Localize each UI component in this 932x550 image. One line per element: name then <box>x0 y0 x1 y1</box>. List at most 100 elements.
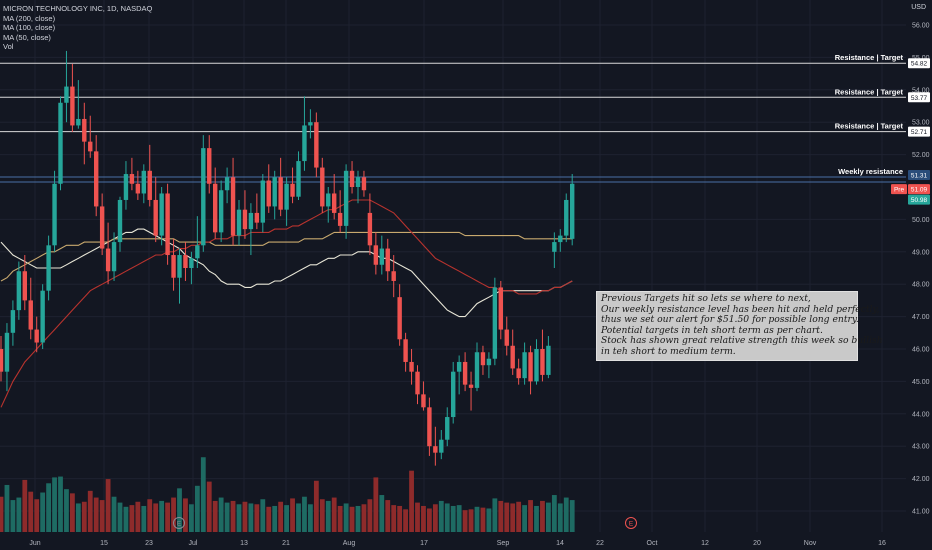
candle-body <box>308 122 313 126</box>
candle-body <box>415 371 420 395</box>
candle-body <box>141 170 146 194</box>
candle-body <box>224 177 230 191</box>
price-tag-box <box>908 126 930 137</box>
indicator-legend: MICRON TECHNOLOGY INC, 1D, NASDAQ MA (20… <box>3 4 152 52</box>
indicator-ma100[interactable]: MA (100, close) <box>3 23 56 33</box>
candle-body <box>147 170 152 200</box>
candle-body <box>34 329 39 343</box>
volume-bar <box>159 500 165 532</box>
candle-body <box>52 183 57 246</box>
volume-bar <box>355 505 361 532</box>
candle-body <box>320 167 325 207</box>
ma200-line <box>0 228 573 318</box>
price-tag-label: 53.77 <box>911 95 928 102</box>
volume-bar <box>260 499 266 532</box>
volume-bar <box>177 488 182 532</box>
price-tick-label: 44.00 <box>912 411 930 418</box>
resistance-lines: Resistance | Target Resistance | Target Re… <box>0 53 906 183</box>
candle-body <box>284 183 289 210</box>
volume-bar <box>373 477 379 532</box>
candle-body <box>111 242 117 272</box>
volume-bar <box>4 484 10 532</box>
note-line: Previous Targets hit so lets se where to… <box>601 293 811 304</box>
volume-bar <box>450 505 456 532</box>
price-tick-label: 46.00 <box>912 347 930 354</box>
resistance-label: Resistance | Target <box>835 53 904 62</box>
volume-bar <box>415 502 420 532</box>
volume-bar <box>343 503 349 532</box>
candle-body <box>254 212 260 223</box>
ma100-line <box>0 231 573 282</box>
volume-bar <box>403 509 408 532</box>
candle-body <box>558 235 563 243</box>
analysis-note[interactable]: Previous Targets hit so lets se where to… <box>596 291 883 361</box>
volume-bar <box>200 457 206 532</box>
volume-bar <box>308 504 313 532</box>
candle-body <box>201 148 206 246</box>
volume-bars <box>0 457 575 532</box>
currency-label[interactable]: USD <box>911 4 926 11</box>
volume-bar <box>498 500 504 532</box>
volume-bar <box>510 503 516 532</box>
candle-body <box>123 174 129 200</box>
volume-bar <box>313 480 319 532</box>
price-tick-label: 47.00 <box>912 314 930 321</box>
volume-bar <box>331 497 337 532</box>
time-axis: Jun 15 23 Jul 13 21 Aug 17 Sep 14 22 Oct 12 20 Nov 16 E E <box>29 517 886 547</box>
candle-body <box>165 193 170 256</box>
candle-body <box>468 384 474 388</box>
time-tick-label: 12 <box>701 540 709 547</box>
volume-bar <box>147 499 153 532</box>
price-tick-label: 48.00 <box>912 282 930 289</box>
candle-body <box>433 446 438 453</box>
volume-bar <box>153 503 159 532</box>
volume-bar <box>480 507 486 532</box>
price-tag-label: 50.98 <box>911 197 928 204</box>
candle-body <box>58 102 63 184</box>
candle-body <box>349 170 355 187</box>
volume-bar <box>218 497 224 532</box>
candle-body <box>290 183 295 197</box>
price-tick-label: 42.00 <box>912 476 930 483</box>
volume-bar <box>456 505 462 532</box>
chart-grid <box>0 0 906 532</box>
candle-body <box>248 212 254 230</box>
volume-bar <box>93 497 99 532</box>
candle-body <box>88 141 93 152</box>
volume-bar <box>546 502 551 532</box>
candle-body <box>94 151 99 207</box>
volume-bar <box>236 504 242 532</box>
time-tick-label: 23 <box>145 540 153 547</box>
volume-bar <box>254 504 260 532</box>
volume-bar <box>349 506 355 532</box>
time-tick-label: Oct <box>647 540 658 547</box>
price-tick-label: 41.00 <box>912 509 930 516</box>
indicator-volume[interactable]: Vol <box>3 42 14 52</box>
price-tag-label: Pre <box>894 187 905 194</box>
earnings-marker-label: E <box>629 521 634 528</box>
volume-bar <box>111 496 117 532</box>
volume-bar <box>230 500 236 532</box>
candle-body <box>76 118 81 126</box>
volume-bar <box>64 489 69 532</box>
candle-body <box>504 329 509 346</box>
indicator-ma50[interactable]: MA (50, close) <box>3 32 51 42</box>
earnings-marker <box>173 517 185 529</box>
volume-bar <box>319 499 325 532</box>
volume-bar <box>242 501 248 532</box>
candle-body <box>207 148 212 184</box>
candle-body <box>230 177 236 236</box>
candle-body <box>195 245 200 259</box>
time-tick-label: 22 <box>596 540 604 547</box>
resistance-label: Resistance | Target <box>835 87 904 96</box>
candle-body <box>46 245 51 291</box>
time-tick-label: 17 <box>420 540 428 547</box>
candle-body <box>546 345 551 375</box>
candle-body <box>326 193 331 207</box>
candle-body <box>528 352 533 382</box>
indicator-ma200[interactable]: MA (200, close) <box>3 13 56 23</box>
volume-bar <box>540 500 545 532</box>
candle-body <box>171 255 176 278</box>
volume-bar <box>141 505 147 532</box>
